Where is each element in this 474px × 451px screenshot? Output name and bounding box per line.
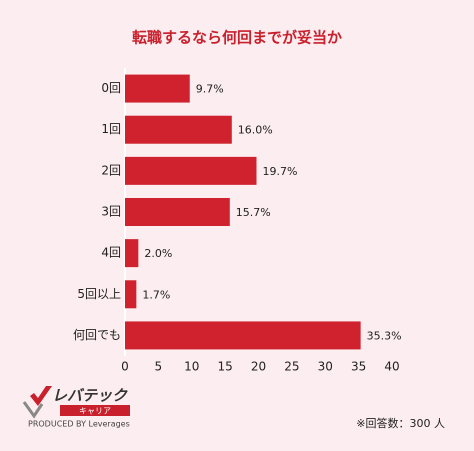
x-tick-label: 10: [184, 360, 199, 374]
x-tick-label: 20: [251, 360, 266, 374]
y-tick-label: 1回: [101, 122, 121, 136]
bar: [125, 115, 232, 144]
y-tick-label: 3回: [101, 205, 121, 219]
logo: レバテック キャリア PRODUCED BY Leverages: [22, 386, 130, 429]
value-label: 9.7%: [196, 83, 224, 96]
value-label: 19.7%: [262, 165, 297, 178]
logo-mark: [22, 401, 44, 419]
logo-sub: キャリア: [79, 407, 111, 416]
y-tick-label: 5回以上: [77, 287, 121, 301]
value-label: 35.3%: [367, 329, 402, 342]
x-tick-label: 40: [384, 360, 399, 374]
y-tick-label: 2回: [101, 163, 121, 177]
bar: [125, 321, 361, 350]
note: ※回答数：300 人: [356, 416, 445, 430]
logo-mark: [30, 386, 52, 406]
y-tick-label: 0回: [101, 81, 121, 95]
bar: [125, 198, 230, 226]
bar: [125, 156, 257, 185]
y-tick-label: 何回でも: [73, 328, 121, 342]
x-tick-label: 30: [318, 360, 333, 374]
x-tick-label: 15: [217, 360, 232, 374]
x-tick-label: 25: [284, 360, 299, 374]
bar: [125, 239, 139, 268]
bar: [125, 280, 137, 309]
chart-title: 転職するなら何回までが妥当か: [132, 29, 342, 47]
value-label: 16.0%: [238, 124, 273, 137]
value-label: 2.0%: [144, 247, 172, 260]
logo-credit: PRODUCED BY Leverages: [28, 420, 130, 429]
logo-name: レバテック: [52, 387, 128, 405]
y-tick-label: 4回: [101, 246, 121, 260]
bar: [125, 74, 190, 103]
value-label: 15.7%: [236, 206, 271, 219]
logo-band: [60, 405, 130, 416]
x-tick-label: 5: [155, 360, 163, 374]
x-tick-label: 0: [121, 360, 129, 374]
x-tick-label: 35: [351, 360, 366, 374]
value-label: 1.7%: [142, 288, 170, 301]
